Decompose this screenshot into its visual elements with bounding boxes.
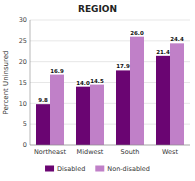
bars: [36, 37, 184, 145]
legend-swatch: [95, 166, 104, 172]
data-label: 16.9: [50, 68, 64, 74]
legend-swatch: [45, 166, 54, 172]
y-tick-label: 25: [19, 37, 27, 45]
data-label: 17.9: [116, 63, 130, 69]
data-label: 14.0: [76, 80, 90, 86]
y-axis-label: Percent Uninsured: [2, 50, 10, 114]
grid-line: [30, 40, 190, 41]
grid-line: [30, 20, 190, 21]
bar: [50, 75, 64, 145]
legend-label: Disabled: [57, 165, 85, 173]
legend: Disabled Non-disabled: [45, 165, 150, 173]
bar: [90, 85, 104, 145]
bar: [130, 37, 144, 145]
data-label: 14.5: [90, 78, 104, 84]
x-tick-label: West: [162, 148, 178, 156]
legend-label: Non-disabled: [107, 165, 150, 173]
x-tick-label: South: [121, 148, 140, 156]
y-tick-label: 20: [19, 58, 27, 66]
data-label: 9.8: [38, 97, 48, 103]
x-tick-label: Midwest: [77, 148, 104, 156]
bar: [36, 104, 50, 145]
bar: [76, 87, 90, 145]
data-label: 26.0: [130, 30, 144, 36]
bar: [116, 70, 130, 145]
x-axis-line: [30, 145, 190, 146]
data-label: 24.4: [170, 36, 184, 42]
bar: [170, 43, 184, 145]
grid: [30, 20, 190, 145]
chart: REGION Percent Uninsured 0 5 10 15 20 25 30 9.8 14…: [0, 0, 195, 181]
bar: [156, 56, 170, 145]
y-tick-label: 15: [19, 79, 27, 87]
y-tick-label: 10: [19, 100, 27, 108]
title: REGION: [78, 4, 117, 14]
y-tick-label: 0: [23, 141, 27, 149]
data-label: 21.4: [156, 49, 170, 55]
data-labels: 9.8 14.0 17.9 21.4 16.9 14.5 26.0 24.4: [38, 30, 184, 104]
y-tick-label: 5: [23, 120, 27, 128]
y-tick-label: 30: [19, 16, 27, 24]
y-axis-line: [30, 20, 31, 145]
x-tick-label: Northeast: [34, 148, 67, 156]
